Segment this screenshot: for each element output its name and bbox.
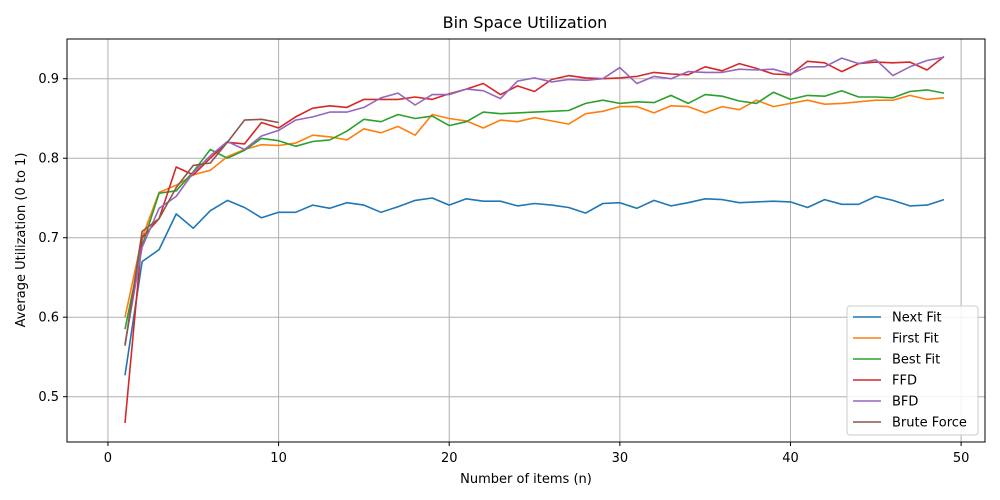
x-axis-title: Number of items (n) <box>460 472 592 487</box>
y-tick-label: 0.5 <box>38 390 59 405</box>
x-tick-label: 30 <box>612 451 629 466</box>
legend-label-bfd: BFD <box>892 395 918 410</box>
series-lines <box>124 55 945 423</box>
y-tick-label: 0.9 <box>38 72 59 87</box>
y-axis: 0.5 0.6 0.7 0.8 0.9 <box>38 72 67 405</box>
legend-label-next-fit: Next Fit <box>892 311 942 326</box>
series-line-ffd <box>124 55 945 423</box>
series-line-first-fit <box>124 94 945 318</box>
legend: Next Fit First Fit Best Fit FFD BFD Brute For… <box>846 305 979 436</box>
y-axis-title: Average Utilization (0 to 1) <box>14 153 29 328</box>
x-tick-label: 20 <box>441 451 458 466</box>
x-tick-label: 0 <box>104 451 112 466</box>
chart-title: Bin Space Utilization <box>443 13 608 32</box>
legend-label-brute-force: Brute Force <box>892 416 967 431</box>
series-line-bfd <box>124 56 945 345</box>
series-line-best-fit <box>124 89 945 330</box>
legend-label-best-fit: Best Fit <box>892 353 940 368</box>
x-tick-label: 10 <box>270 451 287 466</box>
x-axis: 0 10 20 30 40 50 <box>104 442 970 466</box>
y-tick-label: 0.7 <box>38 231 59 246</box>
legend-label-first-fit: First Fit <box>892 332 939 347</box>
legend-label-ffd: FFD <box>892 374 917 389</box>
plot-frame <box>66 38 986 443</box>
series-line-next-fit <box>124 195 945 376</box>
y-tick-label: 0.6 <box>38 311 59 326</box>
x-tick-label: 40 <box>782 451 799 466</box>
x-tick-label: 50 <box>953 451 970 466</box>
y-tick-label: 0.8 <box>38 152 59 167</box>
series-line-brute-force <box>124 118 279 346</box>
